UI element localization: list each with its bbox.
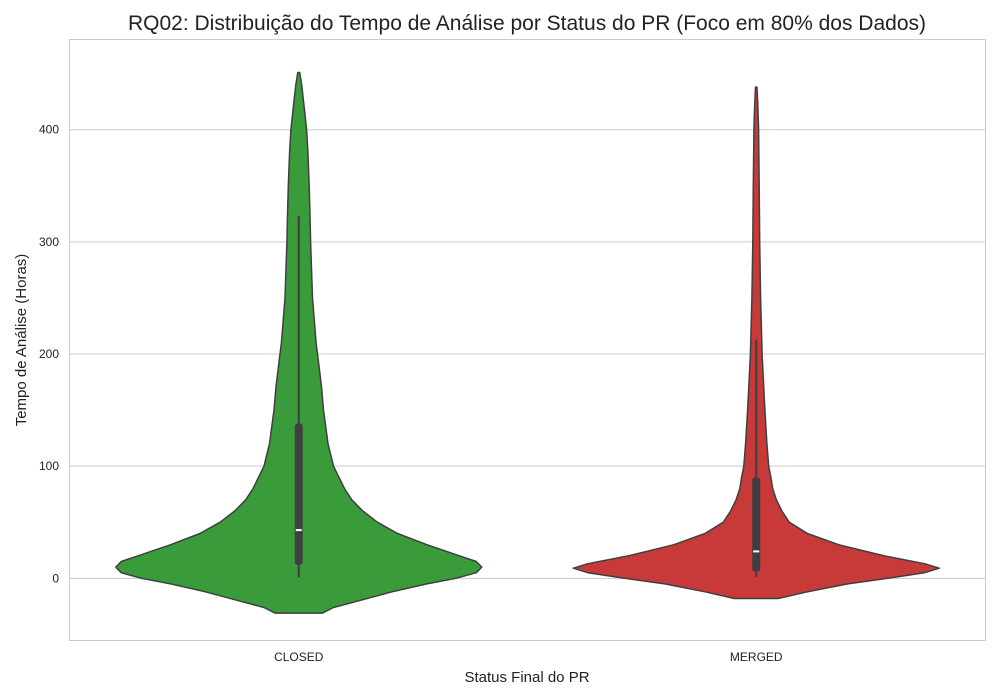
chart-title: RQ02: Distribuição do Tempo de Análise p…	[128, 12, 926, 35]
iqr-box-closed	[294, 423, 303, 565]
x-tick-label: MERGED	[730, 650, 783, 664]
y-tick-label: 0	[52, 571, 59, 585]
x-axis-ticks: CLOSED MERGED	[274, 650, 783, 664]
violins	[115, 71, 941, 614]
iqr-box-merged	[752, 477, 761, 572]
y-tick-label: 300	[39, 235, 59, 249]
y-tick-label: 200	[39, 347, 59, 361]
grid-lines	[70, 129, 985, 579]
plot-frame	[69, 39, 986, 641]
y-tick-label: 400	[39, 123, 59, 137]
y-axis-ticks: 0 100 200 300 400	[39, 123, 59, 586]
y-axis-label: Tempo de Análise (Horas)	[13, 254, 30, 427]
x-axis-label: Status Final do PR	[464, 669, 589, 686]
x-tick-label: CLOSED	[274, 650, 324, 664]
y-tick-label: 100	[39, 459, 59, 473]
